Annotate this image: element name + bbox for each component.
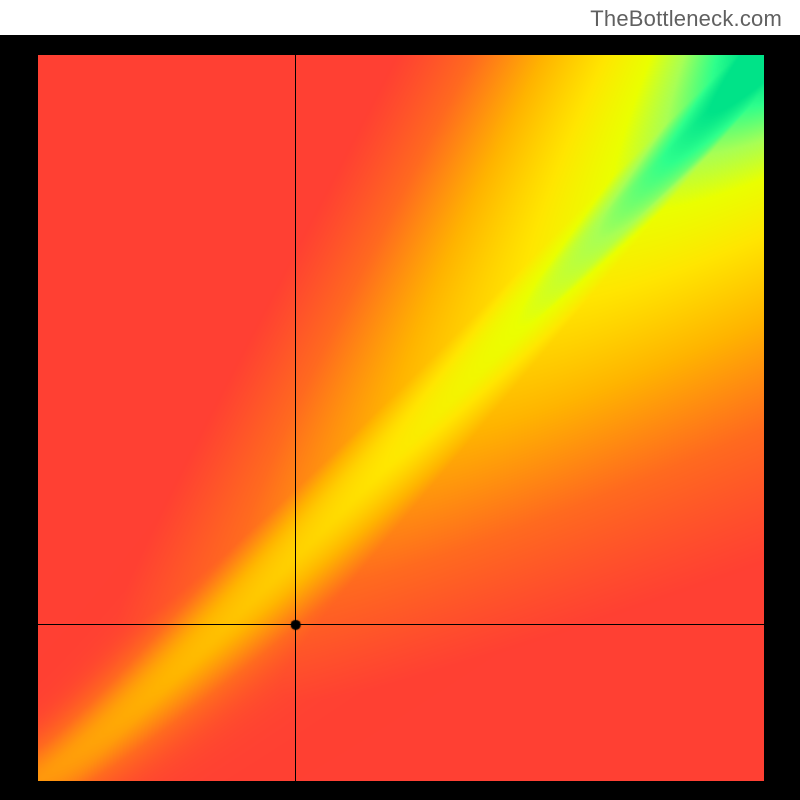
chart-frame: TheBottleneck.com [0, 0, 800, 800]
crosshair-marker [38, 55, 764, 781]
attribution-text: TheBottleneck.com [590, 6, 782, 32]
